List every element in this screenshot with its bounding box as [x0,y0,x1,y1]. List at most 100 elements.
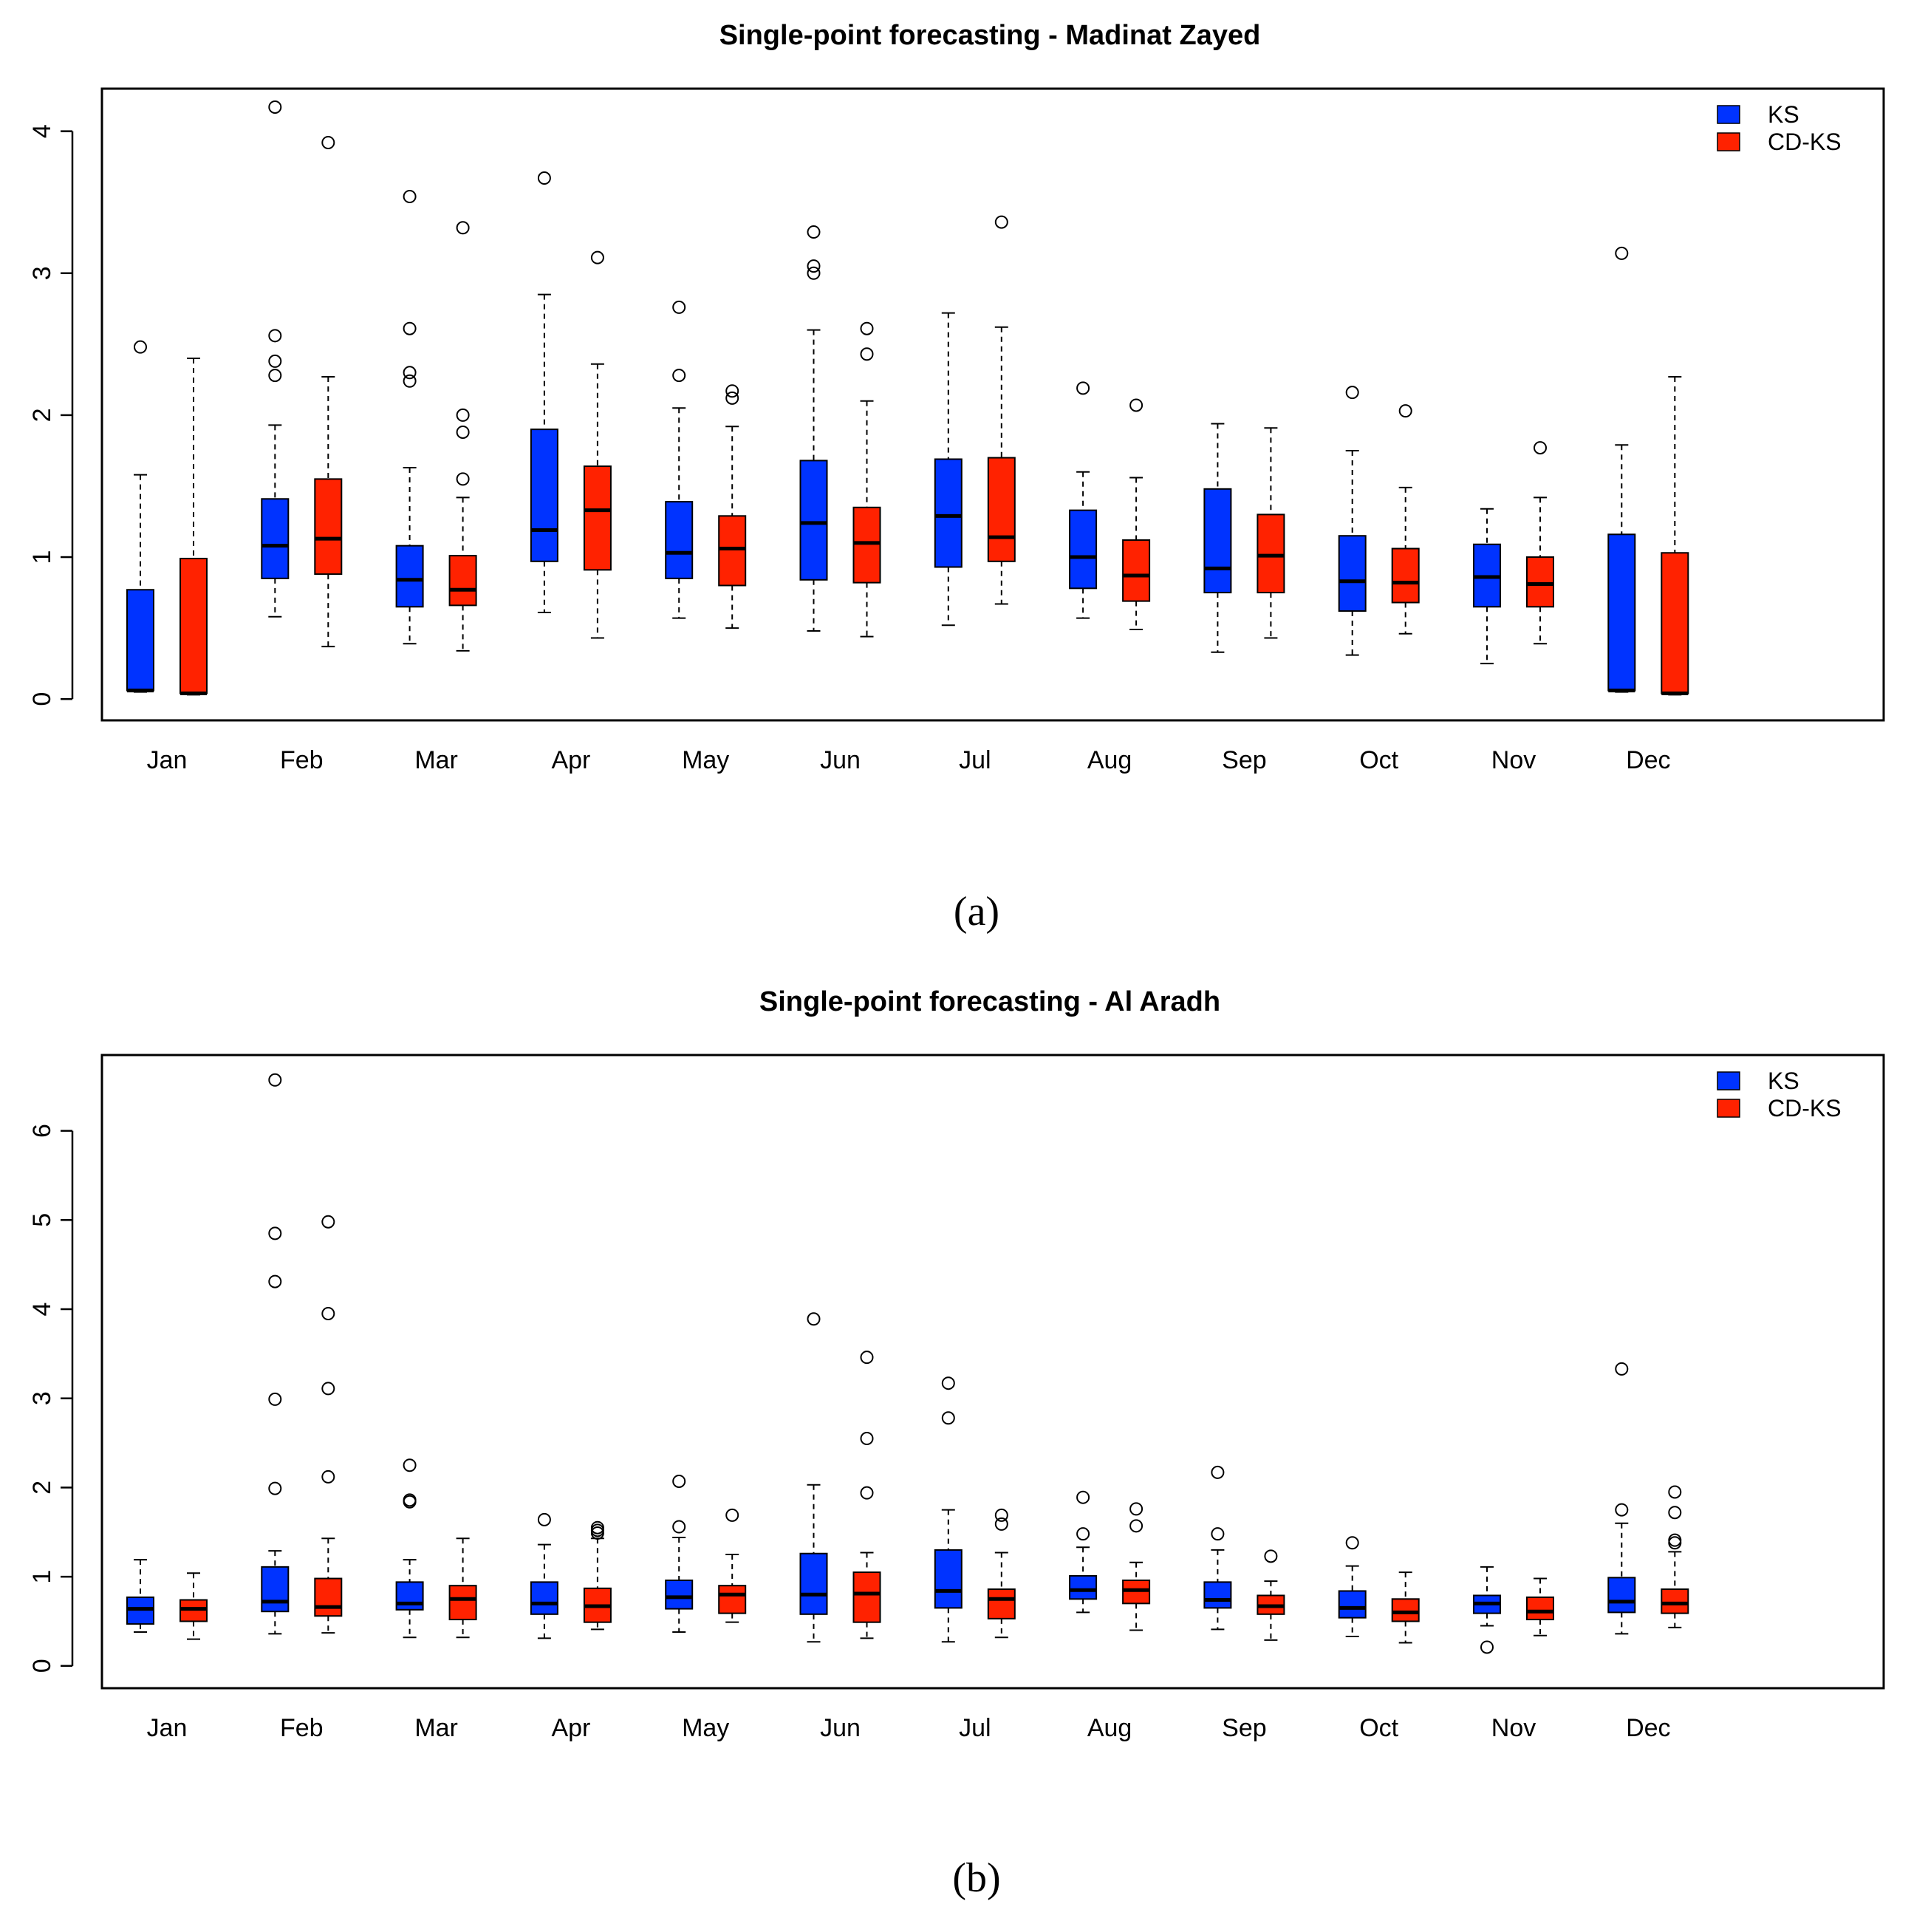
legend-swatch-ks [1717,1071,1740,1090]
y-tick-label: 2 [28,1481,56,1495]
legend-swatch-ks [1717,105,1740,124]
box-ks-jun [799,225,828,632]
box-iqr [448,555,477,607]
box-iqr [1203,488,1232,594]
outlier-point [1129,1519,1143,1533]
outlier-point [268,354,282,368]
outlier-point [1668,1506,1682,1520]
box-ks-jan [126,340,154,693]
legend-swatch-cd-ks [1717,132,1740,151]
legend: KS CD-KS [1717,1068,1842,1122]
x-axis: Jan Feb Mar Apr May Jun Jul Aug Sep Oct Nov Dec [147,746,1671,774]
x-tick-label: Mar [414,746,458,774]
y-tick-label: 4 [28,124,56,138]
outlier-point [321,1470,335,1484]
x-tick-label: Jan [147,746,188,774]
box-cdks-jul [987,1508,1016,1639]
outlier-point [1615,246,1629,260]
box-cdks-oct [1391,404,1420,635]
box-cdks-feb [314,136,343,648]
box-cdks-may [718,384,747,629]
outlier-point [403,321,417,335]
outlier-point [672,369,686,383]
x-tick-label: Dec [1626,746,1670,774]
outlier-point [403,190,417,204]
outlier-point [672,1520,686,1534]
legend-label-ks: KS [1768,1068,1799,1094]
outlier-point [1615,1362,1629,1376]
chart-panel-madinat-zayed: Single-point forecasting - Madinat Zayed… [0,0,1911,960]
x-tick-label: Dec [1626,1714,1670,1742]
plot-frame [100,87,1885,722]
outlier-point [321,1382,335,1396]
box-iqr [987,457,1016,562]
box-iqr [799,460,828,581]
box-cdks-feb [314,1215,343,1634]
outlier-point [1076,381,1090,395]
outlier-point [403,366,417,380]
box-ks-feb [261,1073,290,1635]
outlier-point [456,221,470,235]
x-tick-label: Jun [820,1714,861,1742]
box-iqr [314,1577,343,1617]
box-iqr [1203,1581,1232,1609]
chart-madinat-zayed: Single-point forecasting - Madinat Zayed… [28,20,1885,935]
outlier-point [321,1307,335,1321]
y-tick-label: 1 [28,1570,56,1584]
chart-title: Single-point forecasting - Al Aradh [759,986,1220,1017]
outlier-point [1345,386,1359,400]
box-ks-dec [1607,246,1636,693]
box-ks-jan [126,1559,154,1633]
box-cdks-jul [987,215,1016,605]
box-ks-sep [1203,1465,1232,1631]
box-iqr [180,557,208,694]
x-tick-label: Feb [280,746,324,774]
box-cdks-oct [1391,1571,1420,1644]
box-cdks-nov [1526,441,1554,645]
outlier-point [807,259,821,273]
box-iqr [852,1571,881,1623]
box-cdks-jan [180,1572,208,1640]
outlier-point [807,225,821,239]
outlier-point [1345,1536,1359,1550]
box-ks-nov [1473,508,1501,665]
outlier-point [1129,398,1143,412]
outlier-point [590,1523,604,1537]
outlier-point [941,1376,955,1390]
y-tick-label: 2 [28,408,56,422]
box-iqr [665,501,694,579]
box-iqr [1391,547,1420,604]
chart-title: Single-point forecasting - Madinat Zayed [719,20,1261,51]
box-ks-aug [1069,381,1098,619]
outlier-point [1615,1503,1629,1517]
box-iqr [718,1585,747,1614]
outlier-point [994,215,1008,229]
box-iqr [1607,533,1636,692]
outlier-point [1211,1465,1225,1479]
box-iqr [1122,539,1151,602]
outlier-point [134,340,147,354]
outlier-point [456,425,470,439]
box-iqr [314,478,343,576]
box-iqr [1661,1588,1689,1614]
outlier-point [807,266,821,280]
outlier-point [672,1474,686,1488]
x-tick-label: Sep [1222,1714,1267,1742]
outlier-point [807,1312,821,1326]
y-tick-label: 5 [28,1213,56,1227]
box-ks-sep [1203,423,1232,653]
x-tick-label: Apr [551,1714,590,1742]
outlier-point [590,250,604,264]
box-iqr [1069,509,1098,590]
box-ks-apr [530,1512,558,1639]
outlier-point [321,136,335,150]
outlier-point [860,347,874,361]
outlier-point [1534,441,1547,455]
box-ks-aug [1069,1490,1098,1614]
y-tick-label: 0 [28,1659,56,1673]
box-ks-feb [261,100,290,618]
box-iqr [934,1549,963,1609]
legend-swatch-cd-ks [1717,1099,1740,1118]
outlier-point [403,1458,417,1472]
box-cdks-aug [1122,1502,1151,1631]
